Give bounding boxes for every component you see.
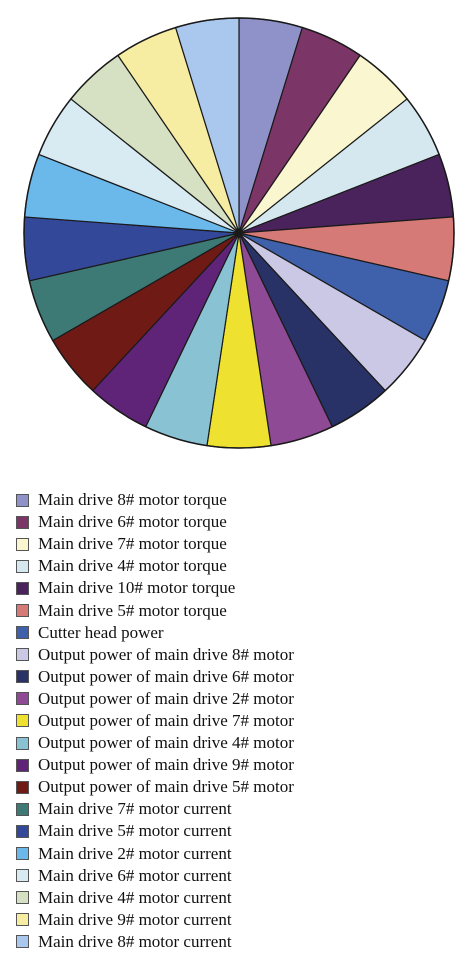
legend-label: Main drive 8# motor torque <box>38 490 227 510</box>
legend-swatch <box>16 692 29 706</box>
legend-item: Main drive 7# motor torque <box>16 533 466 555</box>
legend-item: Output power of main drive 9# motor <box>16 754 466 776</box>
legend-item: Cutter head power <box>16 622 466 644</box>
legend-swatch <box>16 604 29 618</box>
legend-item: Main drive 4# motor current <box>16 887 466 909</box>
legend-swatch <box>16 515 29 529</box>
legend: Main drive 8# motor torque Main drive 6# … <box>16 489 466 953</box>
legend-item: Output power of main drive 4# motor <box>16 732 466 754</box>
legend-swatch <box>16 802 29 816</box>
legend-swatch <box>16 847 29 861</box>
legend-swatch <box>16 537 29 551</box>
legend-item: Main drive 7# motor current <box>16 798 466 820</box>
legend-item: Main drive 4# motor torque <box>16 555 466 577</box>
legend-label: Main drive 6# motor torque <box>38 512 227 532</box>
legend-label: Main drive 4# motor torque <box>38 556 227 576</box>
legend-swatch <box>16 581 29 595</box>
legend-label: Main drive 10# motor torque <box>38 578 236 598</box>
legend-swatch <box>16 869 29 883</box>
legend-label: Main drive 5# motor torque <box>38 600 227 620</box>
legend-label: Output power of main drive 8# motor <box>38 644 294 664</box>
pie-outline <box>23 17 455 449</box>
pie-plot <box>23 17 455 449</box>
legend-swatch <box>16 559 29 573</box>
legend-swatch <box>16 780 29 794</box>
legend-item: Main drive 10# motor torque <box>16 577 466 599</box>
legend-label: Main drive 9# motor current <box>38 909 232 929</box>
legend-label: Output power of main drive 4# motor <box>38 733 294 753</box>
legend-item: Main drive 6# motor current <box>16 865 466 887</box>
legend-label: Main drive 4# motor current <box>38 887 232 907</box>
legend-item: Main drive 6# motor torque <box>16 511 466 533</box>
legend-swatch <box>16 935 29 949</box>
legend-label: Output power of main drive 7# motor <box>38 710 294 730</box>
legend-label: Output power of main drive 2# motor <box>38 688 294 708</box>
legend-label: Main drive 2# motor current <box>38 843 232 863</box>
legend-item: Output power of main drive 8# motor <box>16 644 466 666</box>
legend-item: Output power of main drive 6# motor <box>16 666 466 688</box>
legend-swatch <box>16 493 29 507</box>
legend-item: Output power of main drive 2# motor <box>16 688 466 710</box>
legend-label: Output power of main drive 6# motor <box>38 666 294 686</box>
legend-swatch <box>16 648 29 662</box>
legend-item: Output power of main drive 5# motor <box>16 776 466 798</box>
legend-label: Output power of main drive 9# motor <box>38 755 294 775</box>
legend-label: Main drive 7# motor current <box>38 799 232 819</box>
legend-swatch <box>16 626 29 640</box>
legend-label: Main drive 5# motor current <box>38 821 232 841</box>
legend-swatch <box>16 824 29 838</box>
legend-swatch <box>16 670 29 684</box>
legend-label: Output power of main drive 5# motor <box>38 777 294 797</box>
legend-item: Main drive 8# motor torque <box>16 489 466 511</box>
legend-item: Main drive 5# motor current <box>16 820 466 842</box>
legend-label: Main drive 8# motor current <box>38 931 232 951</box>
legend-item: Output power of main drive 7# motor <box>16 710 466 732</box>
legend-swatch <box>16 891 29 905</box>
legend-item: Main drive 5# motor torque <box>16 599 466 621</box>
legend-item: Main drive 8# motor current <box>16 931 466 953</box>
legend-swatch <box>16 913 29 927</box>
legend-item: Main drive 2# motor current <box>16 843 466 865</box>
legend-item: Main drive 9# motor current <box>16 909 466 931</box>
legend-label: Cutter head power <box>38 622 164 642</box>
legend-label: Main drive 7# motor torque <box>38 534 227 554</box>
legend-swatch <box>16 714 29 728</box>
legend-label: Main drive 6# motor current <box>38 865 232 885</box>
legend-swatch <box>16 736 29 750</box>
legend-swatch <box>16 758 29 772</box>
